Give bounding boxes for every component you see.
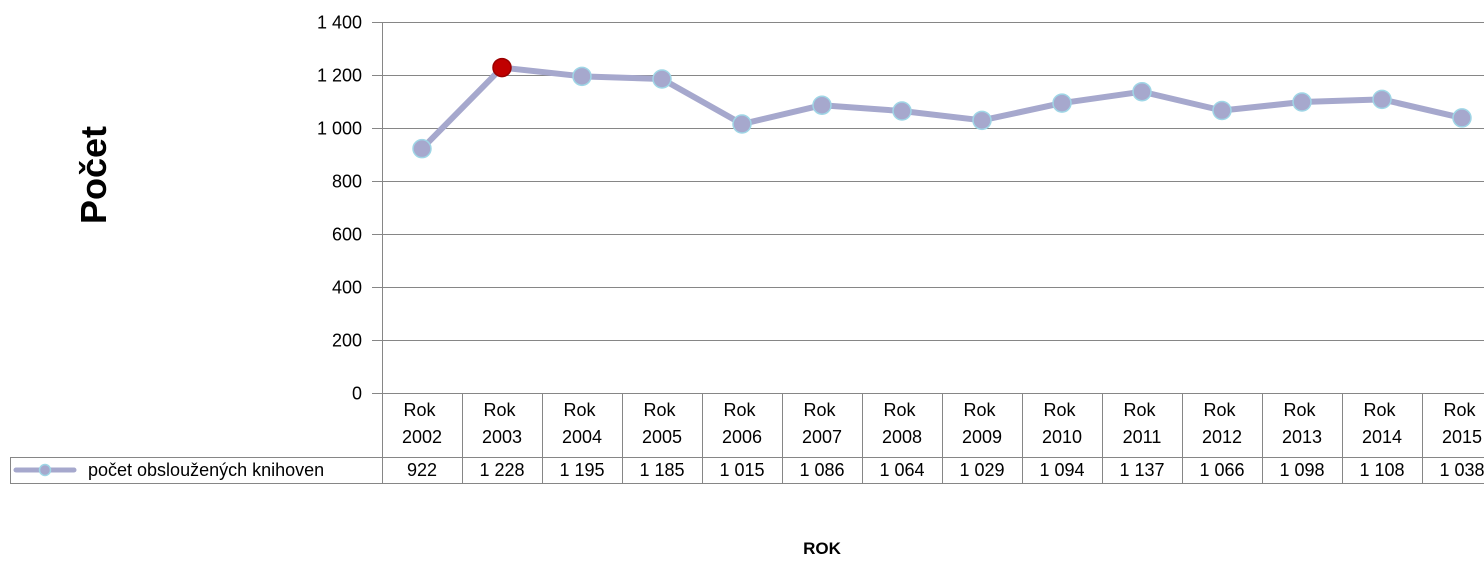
category-label-line: 2008 bbox=[882, 427, 922, 447]
category-label-line: Rok bbox=[563, 400, 600, 420]
category-label-line: Rok bbox=[963, 400, 1000, 420]
category-label-line: 2014 bbox=[1362, 427, 1402, 447]
data-table-value: 1 098 bbox=[1279, 460, 1324, 480]
data-point bbox=[812, 95, 832, 115]
series bbox=[412, 57, 1472, 159]
category-label: Rok 2011 bbox=[1123, 400, 1162, 447]
data-table-value: 1 015 bbox=[719, 460, 764, 480]
data-point-highlighted bbox=[492, 57, 512, 78]
category-label: Rok 2004 bbox=[562, 400, 602, 447]
category-label-line: Rok bbox=[1283, 400, 1320, 420]
data-table-value: 1 137 bbox=[1119, 460, 1164, 480]
category-label-line: Rok bbox=[1203, 400, 1240, 420]
legend-series-name: počet obsloužených knihoven bbox=[88, 460, 324, 480]
category-label-line: Rok bbox=[643, 400, 680, 420]
category-label-line: Rok bbox=[483, 400, 520, 420]
category-label: Rok 2008 bbox=[882, 400, 922, 447]
data-point bbox=[1452, 108, 1472, 128]
category-label-line: Rok bbox=[1363, 400, 1400, 420]
data-point bbox=[412, 138, 432, 159]
data-table-value: 1 064 bbox=[879, 460, 924, 480]
data-point bbox=[972, 110, 992, 131]
category-label-line: Rok bbox=[883, 400, 920, 420]
data-point bbox=[1372, 89, 1392, 110]
category-label-line: 2007 bbox=[802, 427, 842, 447]
category-label: Rok 2010 bbox=[1042, 400, 1082, 447]
y-tick-label: 1 200 bbox=[317, 66, 362, 86]
category-label-line: Rok bbox=[1123, 400, 1160, 420]
category-label-line: 2002 bbox=[402, 427, 442, 447]
category-label-line: Rok bbox=[803, 400, 840, 420]
category-label: Rok 2007 bbox=[802, 400, 842, 447]
category-label-line: 2004 bbox=[562, 427, 602, 447]
category-label: Rok 2012 bbox=[1202, 400, 1242, 447]
category-label: Rok 2013 bbox=[1282, 400, 1322, 447]
category-label-line: 2009 bbox=[962, 427, 1002, 447]
data-point bbox=[732, 114, 752, 134]
data-table-value: 1 094 bbox=[1039, 460, 1084, 480]
data-table-value: 1 228 bbox=[479, 460, 524, 480]
y-tick-label: 0 bbox=[352, 384, 362, 404]
y-tick-label: 1 400 bbox=[317, 13, 362, 33]
legend-key bbox=[13, 463, 77, 477]
category-label-line: 2011 bbox=[1123, 427, 1162, 447]
category-label-line: 2013 bbox=[1282, 427, 1322, 447]
category-label: Rok 2015 bbox=[1442, 400, 1482, 447]
data-table: počet obsloužených knihoven Rok 2002 922 R… bbox=[10, 393, 1484, 484]
category-label-line: Rok bbox=[723, 400, 760, 420]
category-label-line: Rok bbox=[1043, 400, 1080, 420]
category-label-line: Rok bbox=[403, 400, 440, 420]
data-table-value: 1 195 bbox=[559, 460, 604, 480]
y-tick-label: 600 bbox=[332, 225, 362, 245]
category-label-line: 2005 bbox=[642, 427, 682, 447]
data-table-value: 1 066 bbox=[1199, 460, 1244, 480]
category-label: Rok 2006 bbox=[722, 400, 762, 447]
category-label: Rok 2014 bbox=[1362, 400, 1402, 447]
x-axis-title: ROK bbox=[803, 539, 842, 558]
y-tick-label: 200 bbox=[332, 331, 362, 351]
data-table-value: 1 086 bbox=[799, 460, 844, 480]
data-point bbox=[1132, 81, 1152, 102]
data-point bbox=[1052, 93, 1072, 113]
category-label-line: 2015 bbox=[1442, 427, 1482, 447]
gridlines: 0 200 400 600 800 1 000 1 200 1 400 bbox=[317, 13, 1484, 483]
category-label-line: Rok bbox=[1443, 400, 1480, 420]
data-table-value: 1 185 bbox=[639, 460, 684, 480]
category-label-line: 2006 bbox=[722, 427, 762, 447]
legend-key-marker bbox=[38, 463, 52, 477]
data-point bbox=[1292, 92, 1312, 112]
category-label-line: 2003 bbox=[482, 427, 522, 447]
data-table-value: 922 bbox=[407, 460, 437, 480]
y-tick-label: 800 bbox=[332, 172, 362, 192]
data-point bbox=[1212, 100, 1232, 121]
series-line bbox=[419, 64, 1465, 152]
category-label: Rok 2009 bbox=[962, 400, 1002, 447]
category-label: Rok 2002 bbox=[402, 400, 442, 447]
category-label: Rok 2003 bbox=[482, 400, 522, 447]
data-table-value: 1 038 bbox=[1439, 460, 1484, 480]
data-point bbox=[572, 66, 592, 87]
y-axis-title: Počet bbox=[73, 126, 114, 224]
data-table-value: 1 029 bbox=[959, 460, 1004, 480]
data-table-value: 1 108 bbox=[1359, 460, 1404, 480]
data-point bbox=[892, 101, 912, 121]
category-label-line: 2010 bbox=[1042, 427, 1082, 447]
y-tick-label: 1 000 bbox=[317, 119, 362, 139]
data-point bbox=[652, 69, 672, 89]
category-label-line: 2012 bbox=[1202, 427, 1242, 447]
category-label: Rok 2005 bbox=[642, 400, 682, 447]
y-tick-label: 400 bbox=[332, 278, 362, 298]
